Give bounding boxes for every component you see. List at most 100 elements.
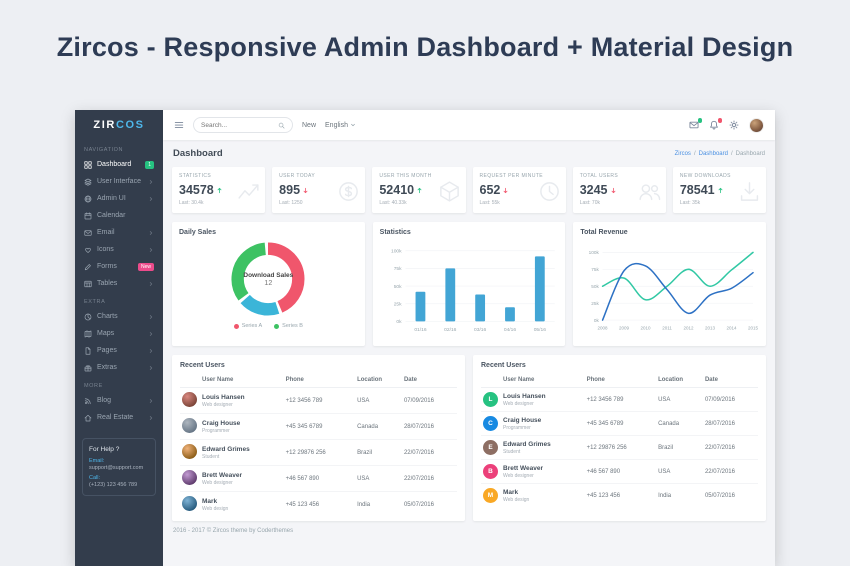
sidebar-item-email[interactable]: Email — [75, 224, 163, 241]
table-title: Recent Users — [180, 362, 225, 369]
new-link[interactable]: New — [302, 121, 317, 129]
sidebar-item-icons[interactable]: Icons — [75, 241, 163, 258]
sidebar-item-forms[interactable]: Forms New — [75, 258, 163, 275]
avatar-cell — [180, 413, 200, 440]
mail-icon[interactable] — [689, 118, 702, 130]
stat-value: 34578 — [179, 183, 258, 197]
location-cell: India — [357, 501, 371, 508]
sidebar-item-label: Admin UI — [97, 195, 126, 202]
help-phone[interactable]: (+123) 123 456 789 — [89, 482, 138, 488]
sidebar-item-label: Pages — [97, 347, 117, 354]
user-initial-avatar: B — [483, 464, 498, 479]
svg-text:50k: 50k — [592, 284, 600, 289]
nav-section-label: NAVIGATION — [84, 147, 124, 153]
stat-card-user-today: USER TODAY 895 Last: 1250 — [272, 167, 366, 213]
date-cell: 07/09/2016 — [401, 387, 457, 414]
date-cell: 05/07/2016 — [704, 492, 735, 499]
donut-legend: Series A Series B — [179, 323, 358, 329]
user-name: Louis Hansen — [202, 393, 245, 401]
content-area: Dashboard Zircos / Dashboard / Dashboard STA… — [163, 140, 775, 566]
trend-down-icon — [302, 187, 309, 194]
clock-icon — [538, 180, 561, 203]
svg-text:75k: 75k — [592, 267, 600, 272]
stat-subtext: Last: 40.33k — [379, 200, 407, 206]
trend-down-icon — [610, 187, 617, 194]
search-input[interactable] — [201, 121, 275, 129]
stat-number: 3245 — [579, 183, 608, 197]
stat-title: USER THIS MONTH — [379, 173, 432, 179]
sidebar-item-extras[interactable]: Extras — [75, 359, 163, 376]
help-email-label: Email: — [89, 458, 105, 464]
user-role: Web design — [202, 505, 229, 512]
sidebar-nav: NAVIGATION Dashboard 1 User Interface Admin … — [75, 140, 163, 426]
help-email[interactable]: support@support.com — [89, 465, 144, 471]
users-table: User Name Phone Location Date L Louis Hansen W… — [481, 373, 758, 507]
sidebar-item-admin-ui[interactable]: Admin UI — [75, 190, 163, 207]
language-dropdown[interactable]: English — [325, 122, 356, 129]
bell-icon[interactable] — [709, 118, 722, 130]
sidebar-item-maps[interactable]: Maps — [75, 325, 163, 342]
breadcrumb-item[interactable]: Dashboard — [698, 150, 728, 157]
layers-icon — [84, 178, 92, 186]
legend-dot — [274, 323, 280, 329]
avatar-cell: M — [481, 484, 501, 508]
table-row: Louis Hansen Web designer +12 3456 789 USA 0… — [180, 387, 457, 414]
app-logo[interactable]: ZIRCOS — [75, 110, 163, 140]
location-cell: Brazil — [355, 439, 402, 466]
gift-icon — [84, 364, 92, 372]
sidebar-item-user-interface[interactable]: User Interface — [75, 173, 163, 190]
date-cell: 22/07/2016 — [702, 435, 758, 460]
sidebar-item-blog[interactable]: Blog — [75, 392, 163, 409]
table-header-cell: Location — [656, 373, 703, 388]
sidebar-badge: New — [137, 262, 154, 271]
date-cell: 07/09/2016 — [702, 387, 758, 412]
stat-number: 895 — [279, 183, 301, 197]
user-role: Web designer — [503, 472, 534, 479]
table-row: Edward Grimes Student +12 29876 256 Brazil 2… — [180, 439, 457, 466]
total-revenue-card: Total Revenue 100k 75k 50k 25k 0k 2008 2009 201… — [573, 222, 767, 346]
date-cell: 22/07/2016 — [702, 459, 758, 484]
name-cell: Edward Grimes Student — [501, 435, 585, 460]
language-label: English — [325, 121, 348, 129]
table-header-row: User Name Phone Location Date — [481, 373, 758, 388]
sidebar-item-calendar[interactable]: Calendar — [75, 207, 163, 224]
gear-icon[interactable] — [729, 120, 739, 130]
user-role: Web design — [503, 496, 530, 503]
stat-number: 652 — [479, 183, 501, 197]
stat-title: TOTAL USERS — [579, 173, 619, 179]
daily-sales-card: Daily Sales Download Sales 12 Series A Se… — [172, 222, 365, 346]
table-title: Recent Users — [481, 362, 526, 369]
table-header-cell: User Name — [200, 373, 284, 388]
chevron-right-icon — [148, 196, 154, 202]
sidebar-item-tables[interactable]: Tables — [75, 275, 163, 292]
sidebar-item-charts[interactable]: Charts — [75, 308, 163, 325]
breadcrumb-item: Dashboard — [735, 150, 765, 157]
avatar-cell: E — [481, 435, 501, 460]
breadcrumb-separator: / — [693, 150, 696, 157]
search-icon[interactable] — [278, 122, 285, 129]
name-cell: Brett Weaver Web designer — [200, 465, 284, 492]
help-title: For Help ? — [89, 446, 120, 453]
page-title: Zircos - Responsive Admin Dashboard + Ma… — [56, 32, 794, 62]
date-cell: 22/07/2016 — [401, 439, 457, 466]
user-avatar[interactable] — [749, 117, 764, 133]
sidebar-item-dashboard[interactable]: Dashboard 1 — [75, 156, 163, 173]
chevron-right-icon — [148, 314, 154, 320]
breadcrumb-item[interactable]: Zircos — [674, 150, 691, 157]
phone-cell: +12 29876 256 — [283, 439, 356, 466]
chevron-right-icon — [148, 179, 154, 185]
menu-icon[interactable] — [174, 120, 184, 130]
table-header-cell — [180, 373, 200, 388]
location-cell: India — [658, 492, 672, 499]
sidebar-badge: 1 — [145, 160, 154, 169]
table-header-cell: User Name — [501, 373, 585, 388]
sidebar-item-pages[interactable]: Pages — [75, 342, 163, 359]
chevron-right-icon — [148, 247, 154, 253]
sidebar-item-real-estate[interactable]: Real Estate — [75, 409, 163, 426]
globe-icon — [84, 195, 92, 203]
svg-text:2010: 2010 — [641, 325, 652, 330]
chevron-right-icon — [148, 348, 154, 354]
svg-text:25k: 25k — [393, 302, 401, 308]
svg-text:04/16: 04/16 — [504, 327, 517, 333]
